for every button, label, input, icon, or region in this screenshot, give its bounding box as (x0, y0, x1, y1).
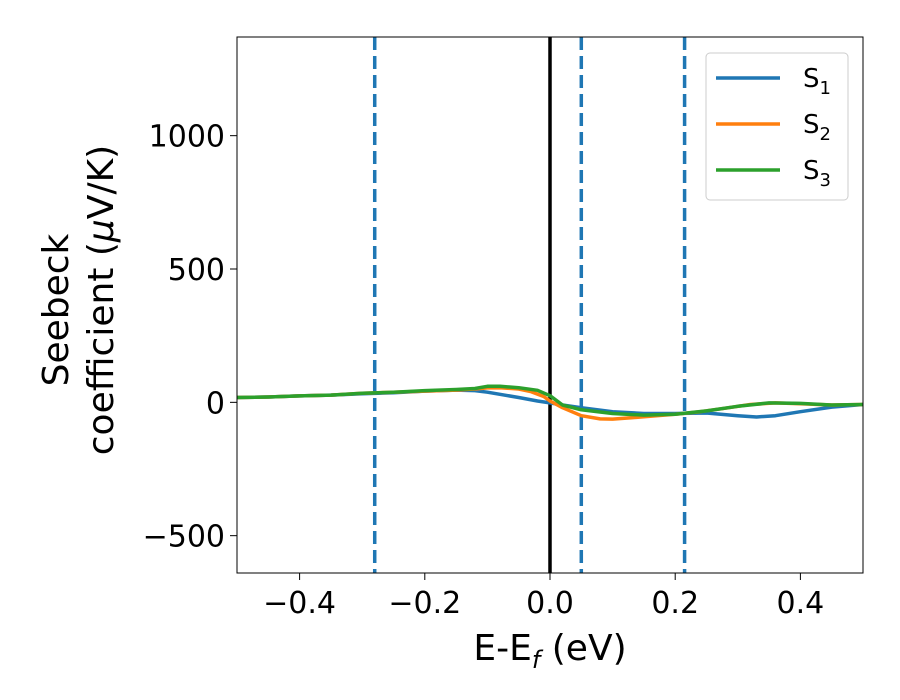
x-tick-label: −0.4 (263, 586, 336, 621)
x-tick-label: 0.0 (526, 586, 574, 621)
x-axis-label-main: E-E (473, 628, 531, 669)
svg-text:E-Ef (eV): E-Ef (eV) (473, 628, 626, 674)
y-tick-label: −500 (143, 520, 225, 555)
legend-label-3: S3 (803, 156, 831, 191)
y-tick-label: 500 (168, 253, 225, 288)
x-tick-label: −0.2 (388, 586, 461, 621)
x-tick-label: 0.4 (777, 586, 825, 621)
svg-text:coefficient (μV/K): coefficient (μV/K) (81, 145, 122, 455)
x-axis-label: E-Ef (eV) (473, 628, 626, 674)
legend-box (705, 52, 849, 201)
legend-label-subscript: 1 (820, 78, 831, 99)
plot-area (237, 37, 863, 573)
y-tick-label: 0 (206, 386, 225, 421)
legend-label-main: S (803, 110, 820, 140)
legend-label-2: S2 (803, 110, 831, 145)
legend-label-main: S (803, 156, 820, 186)
y-axis-label: Seebeck coefficient (μV/K) (36, 145, 122, 455)
series-line-3 (237, 384, 863, 417)
legend-label-1: S1 (803, 64, 831, 99)
y-tick-label: 1000 (149, 120, 225, 155)
x-tick-label: 0.2 (651, 586, 699, 621)
legend-label-main: S (803, 64, 820, 94)
legend-label-subscript: 3 (820, 170, 831, 191)
y-axis-label-line2: coefficient ( (81, 242, 122, 455)
axes: −0.4 −0.2 0.0 0.2 0.4 −500 0 500 1000 (143, 36, 864, 621)
x-axis-label-unit: (eV) (540, 628, 626, 669)
legend-label-subscript: 2 (820, 124, 831, 145)
y-axis-label-line1: Seebeck (36, 233, 77, 386)
y-axis-label-mu: μ (81, 219, 122, 243)
y-axis-label-unit: V/K) (81, 145, 122, 219)
